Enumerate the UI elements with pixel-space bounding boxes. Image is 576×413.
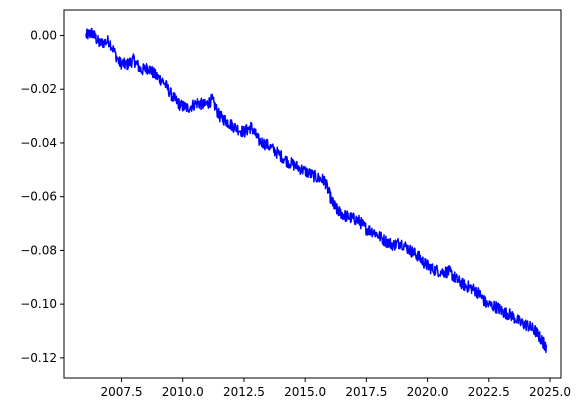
x-tick-label: 2020.0 (407, 385, 449, 399)
series-line (85, 27, 548, 354)
x-tick-label: 2025.0 (529, 385, 571, 399)
plot-area (63, 9, 562, 379)
x-tick-label: 2015.0 (284, 385, 326, 399)
y-tick-label: −0.02 (20, 82, 57, 96)
x-axis: 2007.5 2010.0 2012.5 2015.0 2017.5 2020.0 2022… (101, 378, 571, 399)
y-tick-label: −0.10 (20, 297, 57, 311)
x-tick-label: 2022.5 (468, 385, 510, 399)
y-tick-label: −0.12 (20, 351, 57, 365)
x-tick-label: 2007.5 (101, 385, 143, 399)
y-axis: 0.00 −0.02 −0.04 −0.06 −0.08 −0.10 −0.12 (20, 29, 64, 365)
x-tick-label: 2012.5 (223, 385, 265, 399)
y-tick-label: 0.00 (30, 29, 57, 43)
x-tick-label: 2017.5 (345, 385, 387, 399)
y-tick-label: −0.08 (20, 243, 57, 257)
y-tick-label: −0.06 (20, 190, 57, 204)
y-tick-label: −0.04 (20, 136, 57, 150)
x-tick-label: 2010.0 (162, 385, 204, 399)
